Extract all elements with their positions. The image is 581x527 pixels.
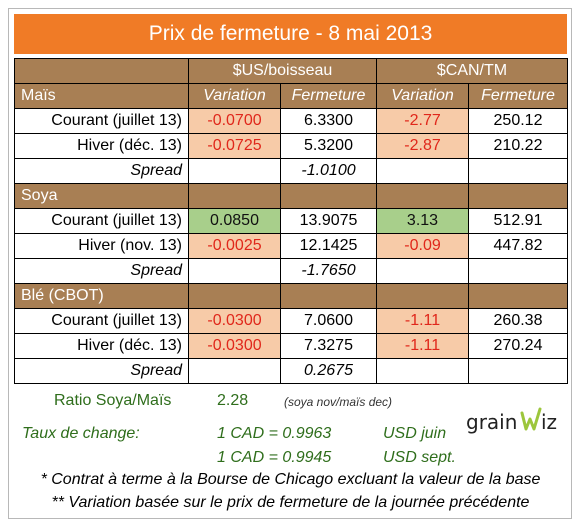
can-close-cell: 512.91 (468, 208, 568, 234)
table-row: Courant (juillet 13) 0.0850 13.9075 3.13… (14, 208, 568, 234)
empty-cell (376, 358, 469, 384)
us-variation-cell: -0.0300 (188, 308, 281, 334)
section-fill (188, 283, 281, 309)
report-title: Prix de fermeture - 8 mai 2013 (14, 14, 567, 54)
logo-text-right: iz (541, 410, 557, 434)
section-fill (376, 183, 469, 209)
column-header-row: Maïs Variation Fermeture Variation Ferme… (14, 83, 568, 109)
us-variation-cell: -0.0725 (188, 133, 281, 159)
empty-cell (376, 258, 469, 284)
section-fill (280, 183, 377, 209)
us-close-cell: 6.3300 (280, 108, 377, 134)
spread-value: 0.2675 (280, 358, 377, 384)
can-variation-cell: -0.09 (376, 233, 469, 259)
logo-w-mark (520, 407, 542, 431)
currency-header-row: $US/boisseau $CAN/TM (14, 58, 568, 84)
exchange-rate-2: 1 CAD = 0.9945 (217, 449, 332, 466)
section-fill (376, 283, 469, 309)
section-fill (188, 183, 281, 209)
row-label: Courant (juillet 13) (14, 108, 189, 134)
can-variation-header: Variation (376, 83, 469, 109)
row-label: Hiver (nov. 13) (14, 233, 189, 259)
us-variation-cell: 0.0850 (188, 208, 281, 234)
can-variation-cell: -2.77 (376, 108, 469, 134)
empty-cell (188, 358, 281, 384)
ratio-value: 2.28 (217, 392, 249, 409)
exchange-rate-1: 1 CAD = 0.9963 (217, 425, 332, 442)
us-close-cell: 7.3275 (280, 333, 377, 359)
us-variation-cell: -0.0300 (188, 333, 281, 359)
prices-table: $US/boisseau $CAN/TM Maïs Variation Ferm… (14, 58, 568, 384)
spread-row: Spread -1.0100 (14, 158, 568, 184)
row-label: Hiver (déc. 13) (14, 133, 189, 159)
empty-cell (468, 158, 568, 184)
logo-text-left: grain (466, 410, 517, 434)
section-fill (280, 283, 377, 309)
spread-value: -1.0100 (280, 158, 377, 184)
can-close-cell: 270.24 (468, 333, 568, 359)
exchange-unit-2: USD sept. (383, 449, 456, 466)
table-row: Courant (juillet 13) -0.0300 7.0600 -1.1… (14, 308, 568, 334)
table-row: Hiver (nov. 13) -0.0025 12.1425 -0.09 44… (14, 233, 568, 259)
us-group-header: $US/boisseau (188, 58, 377, 84)
section-label: Blé (CBOT) (14, 283, 189, 309)
can-variation-cell: 3.13 (376, 208, 469, 234)
spread-label: Spread (14, 158, 189, 184)
spread-row: Spread -1.7650 (14, 258, 568, 284)
empty-cell (188, 158, 281, 184)
spread-label: Spread (14, 358, 189, 384)
row-label: Courant (juillet 13) (14, 208, 189, 234)
can-close-cell: 447.82 (468, 233, 568, 259)
can-variation-cell: -1.11 (376, 308, 469, 334)
header-blank (14, 58, 189, 84)
footnote-1: * Contrat à terme à la Bourse de Chicago… (40, 471, 541, 488)
footnote-2: ** Variation basée sur le prix de fermet… (51, 494, 530, 511)
spread-label: Spread (14, 258, 189, 284)
can-variation-cell: -1.11 (376, 333, 469, 359)
exchange-unit-1: USD juin (383, 425, 447, 442)
section-header-ble: Blé (CBOT) (14, 283, 568, 309)
table-row: Hiver (déc. 13) -0.0725 5.3200 -2.87 210… (14, 133, 568, 159)
us-close-cell: 5.3200 (280, 133, 377, 159)
can-variation-cell: -2.87 (376, 133, 469, 159)
empty-cell (468, 258, 568, 284)
empty-cell (376, 158, 469, 184)
us-variation-header: Variation (188, 83, 281, 109)
row-label: Courant (juillet 13) (14, 308, 189, 334)
can-close-cell: 210.22 (468, 133, 568, 159)
section-label: Soya (14, 183, 189, 209)
us-close-cell: 7.0600 (280, 308, 377, 334)
us-variation-cell: -0.0025 (188, 233, 281, 259)
can-close-cell: 250.12 (468, 108, 568, 134)
ratio-note: (soya nov/maïs dec) (284, 395, 393, 409)
table-row: Hiver (déc. 13) -0.0300 7.3275 -1.11 270… (14, 333, 568, 359)
grainwiz-logo: grain iz (466, 403, 566, 437)
us-fermeture-header: Fermeture (280, 83, 377, 109)
can-fermeture-header: Fermeture (468, 83, 568, 109)
spread-row: Spread 0.2675 (14, 358, 568, 384)
section-header-soya: Soya (14, 183, 568, 209)
empty-cell (188, 258, 281, 284)
spread-value: -1.7650 (280, 258, 377, 284)
section-label-mais: Maïs (14, 83, 189, 109)
us-variation-cell: -0.0700 (188, 108, 281, 134)
us-close-cell: 12.1425 (280, 233, 377, 259)
row-label: Hiver (déc. 13) (14, 333, 189, 359)
ratio-label: Ratio Soya/Maïs (54, 392, 172, 409)
can-group-header: $CAN/TM (376, 58, 568, 84)
section-fill (468, 183, 568, 209)
can-close-cell: 260.38 (468, 308, 568, 334)
us-close-cell: 13.9075 (280, 208, 377, 234)
section-fill (468, 283, 568, 309)
empty-cell (468, 358, 568, 384)
table-row: Courant (juillet 13) -0.0700 6.3300 -2.7… (14, 108, 568, 134)
exchange-label: Taux de change: (22, 425, 140, 442)
